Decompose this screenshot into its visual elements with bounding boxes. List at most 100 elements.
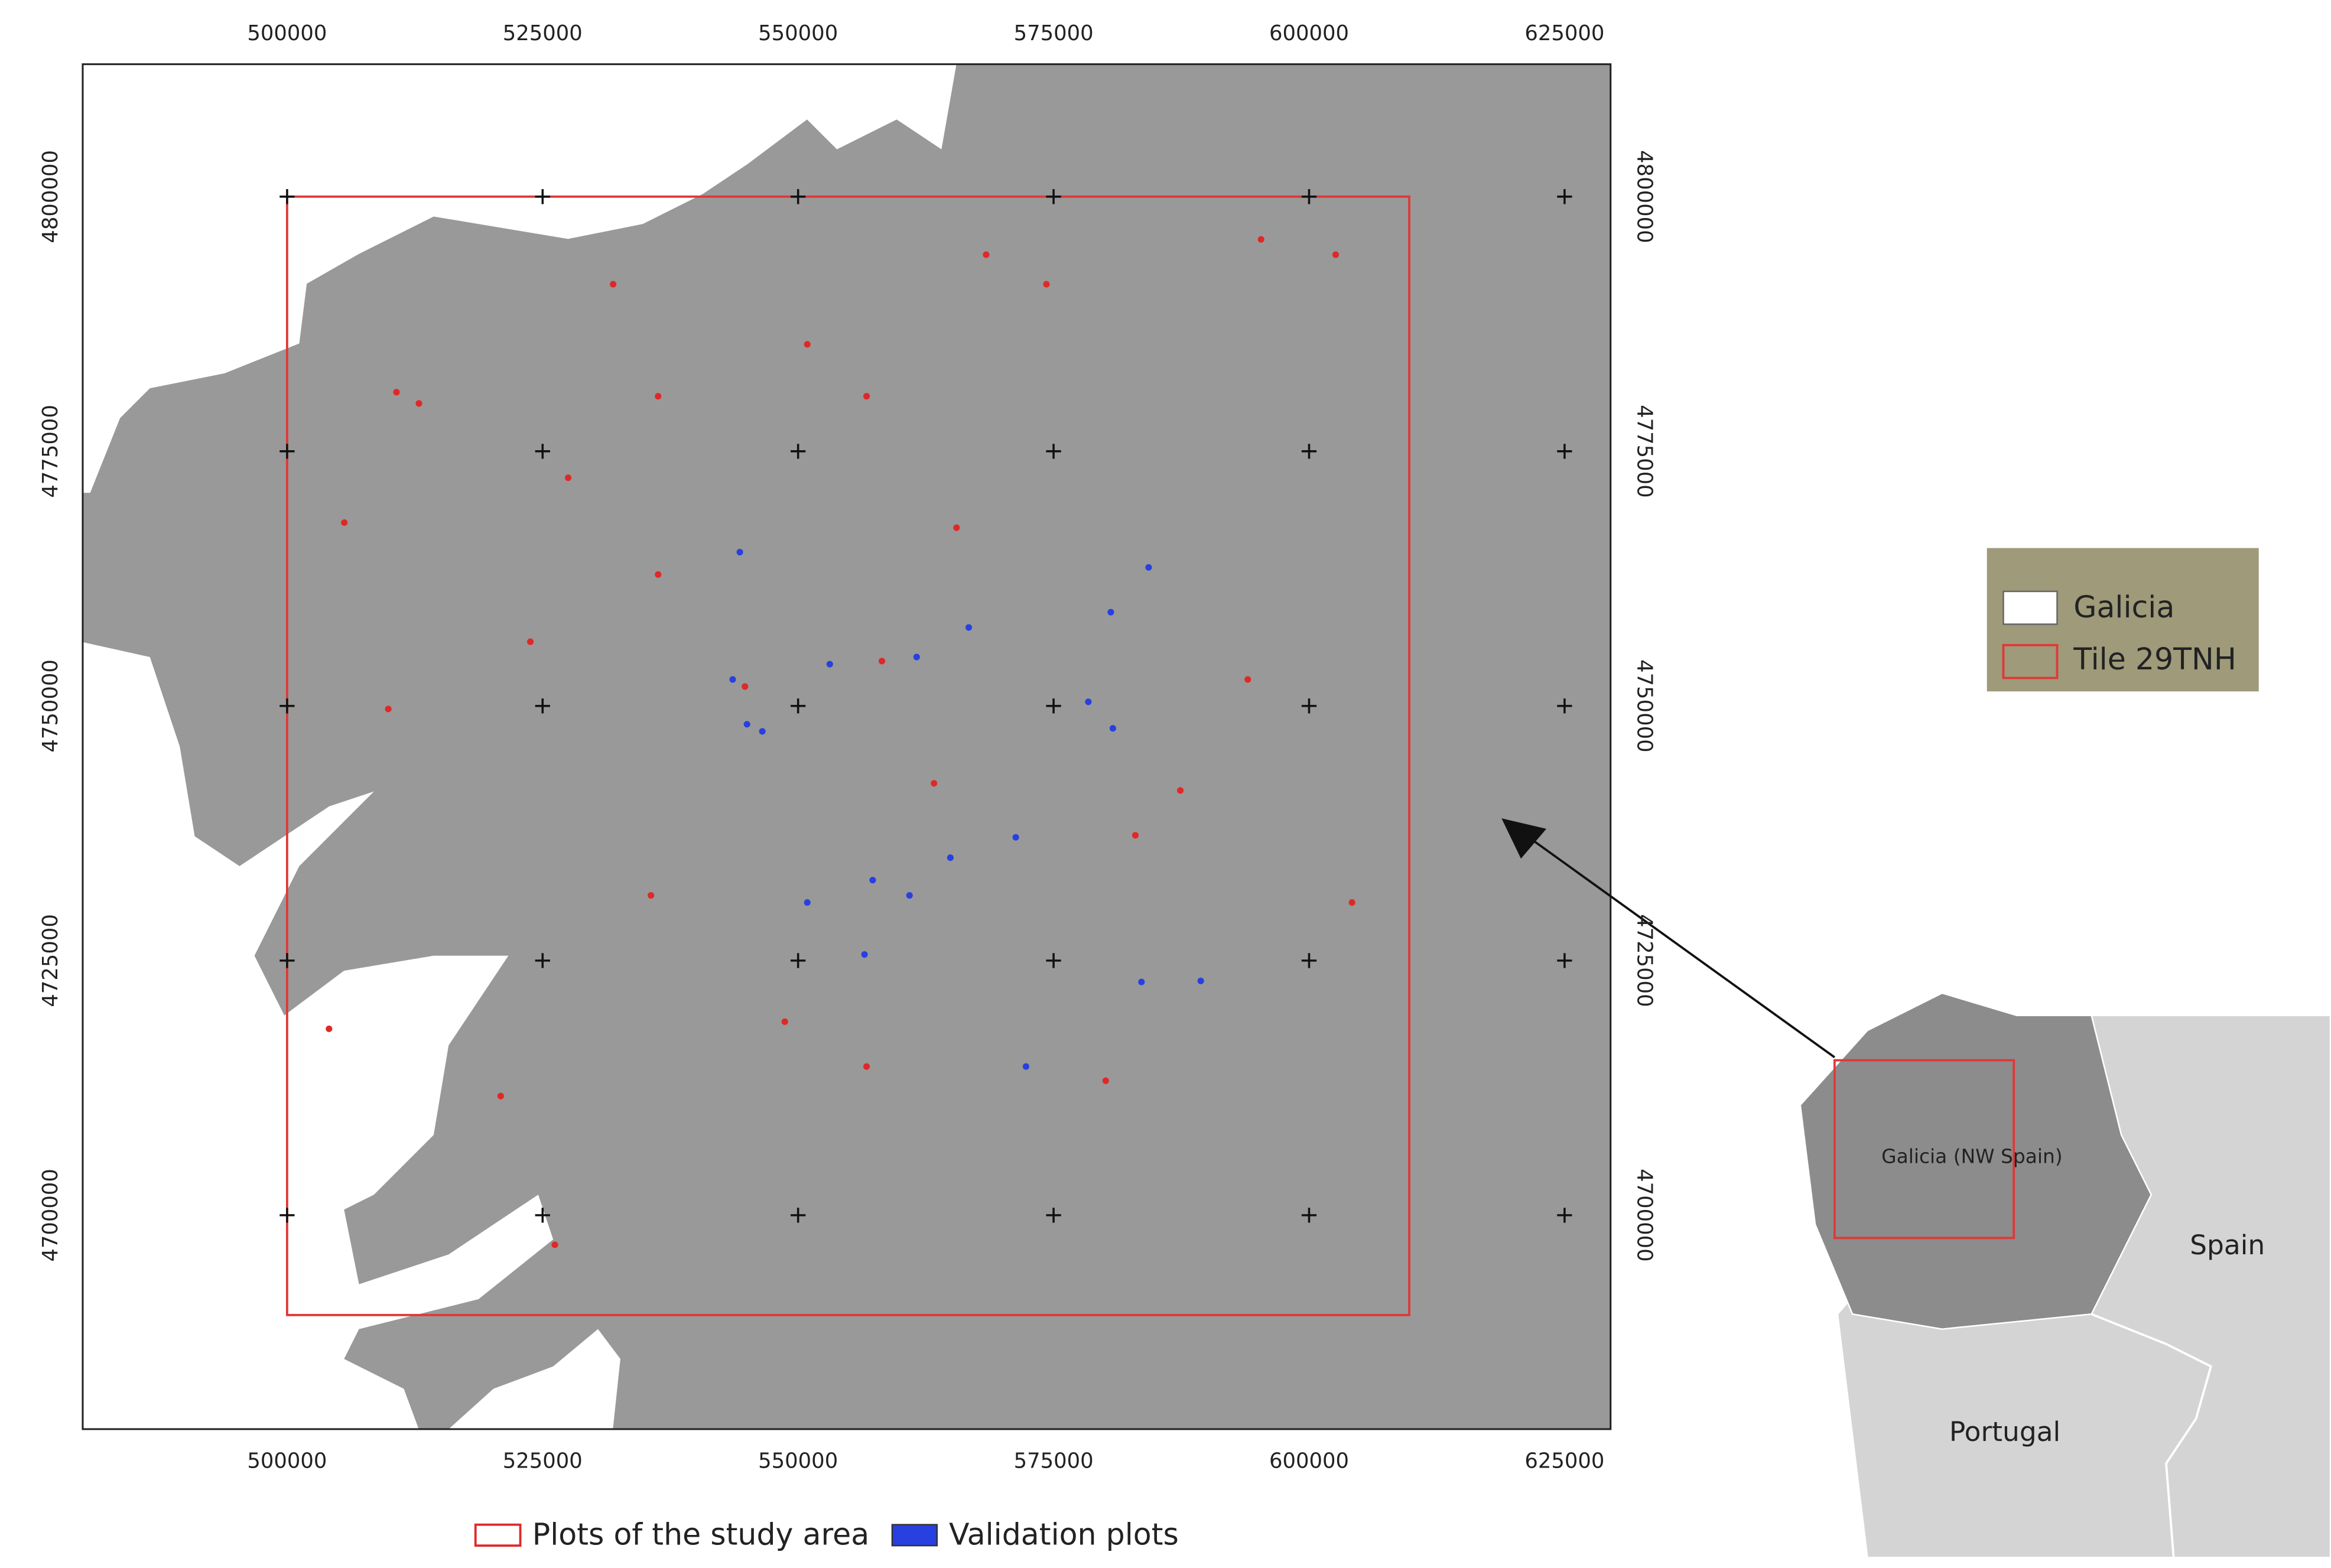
- study-plot: [1177, 787, 1184, 794]
- study-plot: [1348, 899, 1355, 906]
- x-tick-label: 525000: [503, 21, 583, 45]
- validation-plot: [826, 661, 833, 668]
- validation-plot: [743, 721, 750, 728]
- study-plot: [742, 683, 749, 690]
- grid-cross: [1557, 698, 1572, 714]
- inset-galicia: [1799, 992, 2153, 1330]
- grid-cross: [1046, 698, 1061, 714]
- study-plot: [415, 400, 422, 407]
- study-plot: [931, 780, 938, 787]
- legend-label: Validation plots: [949, 1517, 1179, 1551]
- study-plot: [1332, 251, 1340, 258]
- study-plot: [1244, 676, 1251, 683]
- grid-cross: [791, 953, 806, 968]
- x-tick-label: 500000: [247, 21, 327, 45]
- inset-tile: [1833, 1059, 2015, 1240]
- validation-plot: [965, 624, 973, 631]
- x-tick-label: 625000: [1524, 1449, 1604, 1473]
- study-plot: [497, 1092, 504, 1099]
- legend-swatch: [891, 1524, 938, 1547]
- grid-cross: [1301, 953, 1317, 968]
- study-plot: [878, 658, 886, 665]
- validation-plot: [1109, 725, 1116, 732]
- validation-plot: [861, 951, 868, 958]
- grid-cross: [1046, 953, 1061, 968]
- validation-plot: [1145, 564, 1152, 571]
- grid-cross: [1557, 953, 1572, 968]
- arrowhead: [1501, 818, 1547, 859]
- validation-plot: [759, 728, 766, 735]
- study-plot: [1102, 1077, 1109, 1084]
- validation-plot: [1022, 1063, 1029, 1070]
- grid-cross: [1301, 444, 1317, 459]
- grid-cross: [791, 444, 806, 459]
- study-plot: [1132, 832, 1139, 839]
- grid-cross: [1557, 1208, 1572, 1223]
- y-tick-label: 4750000: [1632, 659, 1656, 753]
- y-tick-label: 4800000: [1632, 150, 1656, 243]
- study-plot: [526, 638, 534, 645]
- study-plot: [341, 519, 348, 526]
- x-tick-label: 500000: [247, 1449, 327, 1473]
- inset-label: Spain: [2190, 1229, 2265, 1261]
- grid-cross: [535, 953, 550, 968]
- study-plot: [655, 393, 662, 400]
- study-plot: [385, 705, 392, 713]
- legend-swatch: [2002, 644, 2059, 679]
- validation-plot: [947, 854, 954, 861]
- grid-cross: [279, 1208, 295, 1223]
- x-tick-label: 575000: [1014, 1449, 1094, 1473]
- x-tick-label: 550000: [758, 21, 838, 45]
- study-plot: [953, 524, 960, 531]
- grid-cross: [791, 1208, 806, 1223]
- tile-outline: [286, 195, 1410, 1316]
- validation-plot: [1107, 609, 1114, 616]
- validation-plot: [804, 899, 811, 906]
- legend-swatch: [2002, 590, 2058, 625]
- study-plot: [655, 571, 662, 578]
- y-tick-label: 4725000: [1632, 914, 1656, 1007]
- grid-cross: [279, 189, 295, 204]
- study-plot: [610, 281, 617, 288]
- study-plot: [863, 1063, 870, 1070]
- y-tick-label: 4775000: [1632, 405, 1656, 498]
- grid-cross: [1557, 189, 1572, 204]
- grid-cross: [535, 444, 550, 459]
- grid-cross: [1046, 189, 1061, 204]
- study-plot: [648, 892, 655, 899]
- grid-cross: [535, 1208, 550, 1223]
- study-plot: [326, 1025, 333, 1032]
- grid-cross: [1557, 444, 1572, 459]
- validation-plot: [736, 548, 743, 556]
- sea: [448, 1329, 620, 1429]
- study-plot: [983, 251, 990, 258]
- y-tick-label: 4800000: [38, 150, 63, 243]
- grid-cross: [279, 698, 295, 714]
- inset-label: Galicia (NW Spain): [1881, 1145, 2062, 1167]
- validation-plot: [1085, 698, 1092, 705]
- validation-plot: [869, 877, 876, 884]
- y-tick-label: 4700000: [1632, 1169, 1656, 1262]
- grid-cross: [791, 698, 806, 714]
- grid-cross: [279, 953, 295, 968]
- y-tick-label: 4700000: [38, 1169, 63, 1262]
- study-plot: [863, 393, 870, 400]
- study-plot: [781, 1018, 788, 1025]
- grid-cross: [1301, 1208, 1317, 1223]
- grid-cross: [1301, 698, 1317, 714]
- study-plot: [1043, 281, 1050, 288]
- y-tick-label: 4775000: [38, 405, 63, 498]
- grid-cross: [1046, 1208, 1061, 1223]
- inset-border: [2091, 1313, 2213, 1558]
- study-plot: [564, 474, 572, 482]
- validation-plot: [729, 676, 736, 683]
- y-tick-label: 4725000: [38, 914, 63, 1007]
- grid-cross: [1301, 189, 1317, 204]
- arrow: [1530, 838, 1835, 1059]
- validation-plot: [1138, 978, 1145, 985]
- validation-plot: [1197, 977, 1204, 984]
- validation-plot: [913, 653, 920, 661]
- x-tick-label: 600000: [1269, 1449, 1349, 1473]
- grid-cross: [279, 444, 295, 459]
